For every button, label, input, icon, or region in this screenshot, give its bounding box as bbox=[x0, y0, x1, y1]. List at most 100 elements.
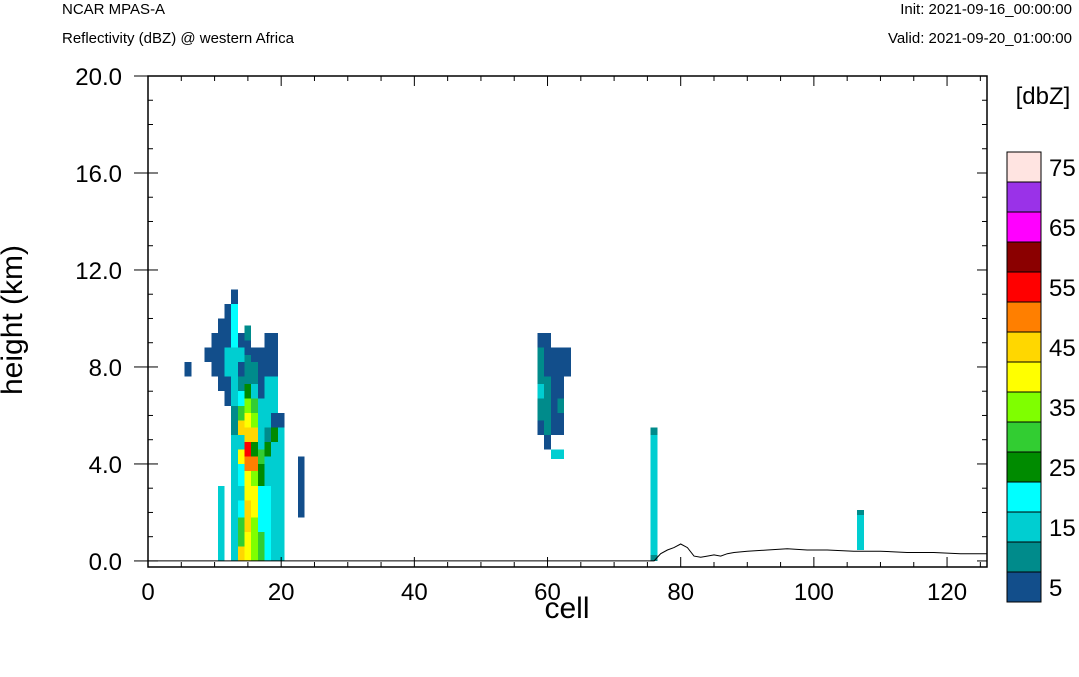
reflectivity-cell bbox=[244, 354, 252, 384]
colorbar-label: 75 bbox=[1049, 155, 1076, 182]
reflectivity-cell bbox=[237, 517, 245, 547]
reflectivity-cell bbox=[231, 303, 238, 348]
reflectivity-cell bbox=[251, 517, 258, 561]
colorbar-swatch bbox=[1007, 482, 1041, 513]
reflectivity-cell bbox=[857, 514, 864, 551]
y-tick-label: 12.0 bbox=[75, 258, 122, 285]
reflectivity-cell bbox=[237, 463, 245, 486]
reflectivity-cell bbox=[237, 500, 245, 518]
y-axis: 0.0 4.0 8.0 12.0 16.0 20.0 bbox=[75, 64, 987, 576]
reflectivity-cell bbox=[257, 485, 265, 532]
reflectivity-cell bbox=[217, 362, 225, 392]
colorbar-swatch bbox=[1007, 332, 1041, 363]
reflectivity-cell bbox=[237, 420, 245, 435]
colorbar-label: 5 bbox=[1049, 575, 1062, 602]
reflectivity-cell bbox=[277, 485, 285, 561]
colorbar-swatch bbox=[1007, 272, 1041, 303]
reflectivity-cell bbox=[557, 347, 565, 399]
colorbar-label: 15 bbox=[1049, 515, 1076, 542]
reflectivity-cell bbox=[264, 333, 272, 348]
reflectivity-cell bbox=[251, 442, 258, 457]
reflectivity-cell bbox=[237, 546, 245, 561]
reflectivity-cell bbox=[264, 442, 272, 457]
reflectivity-cell bbox=[257, 347, 265, 377]
reflectivity-cell bbox=[264, 347, 272, 377]
reflectivity-cell bbox=[550, 369, 558, 414]
reflectivity-cell bbox=[237, 376, 245, 392]
model-name: NCAR MPAS-A bbox=[62, 1, 166, 18]
terrain-line bbox=[148, 543, 987, 562]
reflectivity-cell bbox=[231, 485, 238, 561]
reflectivity-cell bbox=[537, 420, 545, 435]
reflectivity-cell bbox=[537, 383, 545, 399]
y-tick-label: 16.0 bbox=[75, 161, 122, 188]
reflectivity-cell bbox=[857, 510, 864, 515]
reflectivity-cell bbox=[264, 456, 272, 486]
y-tick-label: 8.0 bbox=[89, 355, 122, 382]
y-tick-label: 20.0 bbox=[75, 64, 122, 91]
reflectivity-cell bbox=[557, 398, 565, 414]
reflectivity-cell bbox=[244, 398, 252, 414]
reflectivity-cell bbox=[231, 347, 238, 406]
colorbar-label: 65 bbox=[1049, 215, 1076, 242]
colorbar-swatch bbox=[1007, 302, 1041, 333]
x-axis: 0 20 40 60 80 100 120 bbox=[141, 76, 981, 606]
reflectivity-cell bbox=[217, 318, 225, 334]
valid-time: Valid: 2021-09-20_01:00:00 bbox=[887, 30, 1072, 47]
reflectivity-cell bbox=[211, 333, 218, 348]
reflectivity-cell bbox=[550, 347, 558, 370]
reflectivity-cell bbox=[277, 413, 285, 428]
y-tick-label: 4.0 bbox=[89, 452, 122, 479]
reflectivity-cell bbox=[217, 485, 225, 561]
plot-border bbox=[147, 75, 988, 568]
colorbar-swatch bbox=[1007, 452, 1041, 483]
reflectivity-cell bbox=[244, 442, 252, 457]
reflectivity-cell bbox=[544, 347, 551, 377]
reflectivity-cell bbox=[251, 383, 258, 399]
reflectivity-cell bbox=[277, 427, 285, 457]
colorbar-swatch bbox=[1007, 512, 1041, 543]
reflectivity-cell bbox=[537, 347, 545, 363]
reflectivity-cells bbox=[184, 289, 864, 561]
reflectivity-cell bbox=[237, 347, 245, 363]
reflectivity-cell bbox=[251, 456, 258, 472]
reflectivity-cell bbox=[224, 318, 232, 348]
reflectivity-cell bbox=[297, 456, 305, 518]
reflectivity-cell bbox=[244, 500, 252, 532]
y-tick-label: 0.0 bbox=[89, 549, 122, 576]
reflectivity-cell bbox=[204, 347, 212, 363]
reflectivity-cell bbox=[550, 413, 558, 435]
reflectivity-cell bbox=[277, 456, 285, 486]
reflectivity-cell bbox=[544, 434, 551, 450]
reflectivity-cell bbox=[217, 333, 225, 363]
reflectivity-cell bbox=[557, 413, 565, 435]
reflectivity-cell bbox=[244, 456, 252, 472]
x-tick-label: 20 bbox=[268, 579, 295, 606]
reflectivity-cell bbox=[244, 340, 252, 355]
reflectivity-cell bbox=[264, 485, 272, 561]
reflectivity-cell bbox=[557, 449, 565, 460]
plot-frame bbox=[147, 75, 988, 568]
x-tick-label: 120 bbox=[927, 579, 967, 606]
x-tick-label: 100 bbox=[794, 579, 834, 606]
reflectivity-cell bbox=[537, 333, 545, 348]
colorbar-label: 55 bbox=[1049, 275, 1076, 302]
colorbar-label: 45 bbox=[1049, 335, 1076, 362]
reflectivity-cell bbox=[231, 434, 238, 486]
reflectivity-cell bbox=[251, 427, 258, 443]
reflectivity-cell bbox=[257, 434, 265, 450]
reflectivity-cell bbox=[257, 398, 265, 435]
colorbar-label: 35 bbox=[1049, 395, 1076, 422]
colorbar-swatch bbox=[1007, 152, 1041, 183]
reflectivity-cell bbox=[550, 449, 558, 460]
reflectivity-cell bbox=[244, 325, 252, 341]
colorbar-label: 25 bbox=[1049, 455, 1076, 482]
reflectivity-cell bbox=[211, 347, 218, 377]
init-time: Init: 2021-09-16_00:00:00 bbox=[900, 1, 1072, 18]
reflectivity-cell bbox=[271, 442, 278, 486]
x-axis-label: cell bbox=[544, 592, 589, 625]
reflectivity-cell bbox=[224, 376, 232, 406]
x-tick-label: 0 bbox=[141, 579, 154, 606]
reflectivity-cell bbox=[257, 531, 265, 561]
x-tick-label: 80 bbox=[667, 579, 694, 606]
